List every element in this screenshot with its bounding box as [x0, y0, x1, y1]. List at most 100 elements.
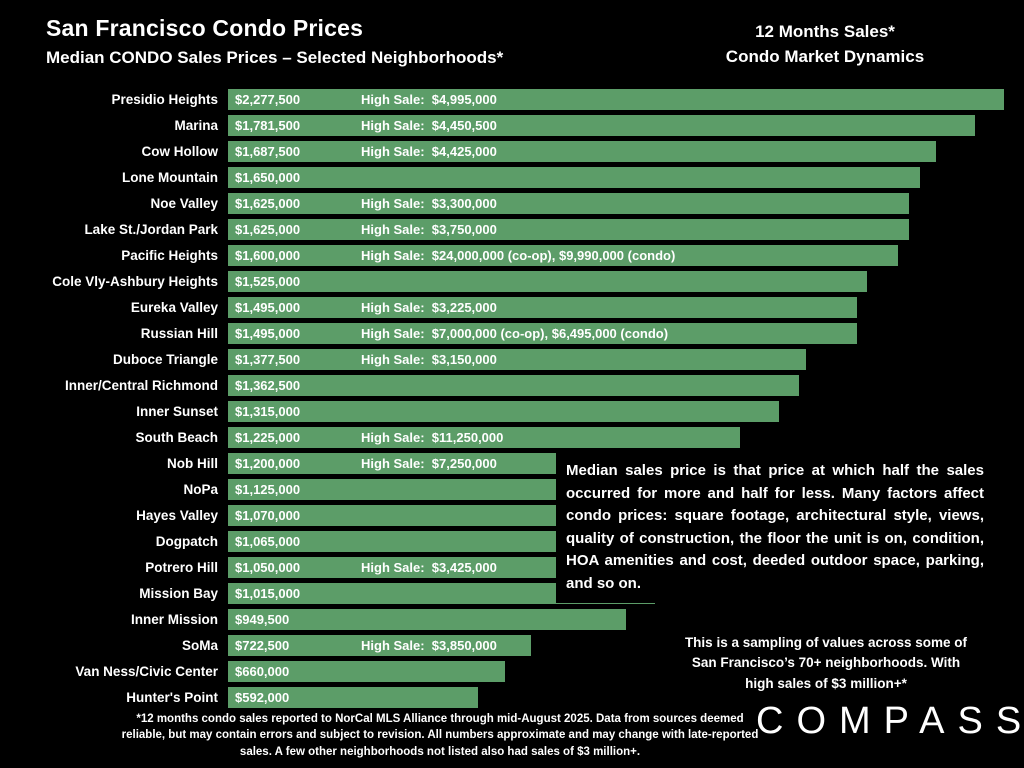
bar-area: $949,500	[228, 608, 1004, 630]
median-price-label: $1,015,000	[235, 585, 301, 601]
median-price-label: $1,687,500	[235, 143, 301, 159]
high-sale-label: High Sale: $4,425,000	[361, 143, 497, 159]
median-price-bar: $1,781,500	[228, 114, 976, 136]
neighborhood-label: Mission Bay	[139, 585, 218, 601]
median-price-bar: $1,687,500	[228, 140, 936, 162]
chart-row: Inner/Central Richmond $1,362,500	[6, 372, 1004, 398]
median-price-label: $1,315,000	[235, 403, 301, 419]
high-sale-label: High Sale: $4,450,500	[361, 117, 497, 133]
median-price-label: $1,050,000	[235, 559, 301, 575]
high-sale-label: High Sale: $3,150,000	[361, 351, 497, 367]
neighborhood-label: Van Ness/Civic Center	[75, 663, 218, 679]
chart-row: Russian Hill $1,495,000 High Sale: $7,000,…	[6, 320, 1004, 346]
median-price-label: $1,377,500	[235, 351, 301, 367]
median-price-bar: $722,500	[228, 634, 532, 656]
neighborhood-label: Cow Hollow	[141, 143, 219, 159]
median-price-label: $1,525,000	[235, 273, 301, 289]
chart-row: Eureka Valley $1,495,000 High Sale: $3,225…	[6, 294, 1004, 320]
neighborhood-label: Lake St./Jordan Park	[84, 221, 218, 237]
bar-area: $660,000	[228, 660, 1004, 682]
bar-area: $1,495,000 High Sale: $3,225,000	[228, 296, 1004, 318]
neighborhood-label: Dogpatch	[155, 533, 218, 549]
median-price-label: $1,625,000	[235, 195, 301, 211]
neighborhood-label: NoPa	[183, 481, 218, 497]
chart-row: Hunter's Point $592,000	[6, 684, 1004, 710]
chart-row: Marina $1,781,500 High Sale: $4,450,500	[6, 112, 1004, 138]
high-sale-label: High Sale: $3,300,000	[361, 195, 497, 211]
median-price-bar: $1,625,000	[228, 192, 910, 214]
right-header: 12 Months Sales* Condo Market Dynamics	[690, 20, 960, 69]
median-price-bar: $1,495,000	[228, 296, 857, 318]
page-title: San Francisco Condo Prices	[46, 15, 364, 41]
median-price-bar: $1,015,000	[228, 582, 655, 604]
right-header-line1: 12 Months Sales*	[755, 22, 895, 41]
neighborhood-label: Russian Hill	[140, 325, 218, 341]
median-price-label: $1,362,500	[235, 377, 301, 393]
neighborhood-label: Presidio Heights	[111, 91, 218, 107]
median-price-label: $1,065,000	[235, 533, 301, 549]
bar-area: $1,495,000 High Sale: $7,000,000 (co-op),…	[228, 322, 1004, 344]
neighborhood-label: Hunter's Point	[126, 689, 218, 705]
high-sale-label: High Sale: $3,850,000	[361, 637, 497, 653]
condo-price-bar-chart: Presidio Heights $2,277,500 High Sale: $4,…	[6, 86, 1004, 710]
chart-row: Pacific Heights $1,600,000 High Sale: $24,…	[6, 242, 1004, 268]
neighborhood-label: Inner Mission	[130, 611, 218, 627]
chart-row: Noe Valley $1,625,000 High Sale: $3,300,00…	[6, 190, 1004, 216]
high-sale-label: High Sale: $3,225,000	[361, 299, 497, 315]
neighborhood-label: Potrero Hill	[145, 559, 218, 575]
bar-area: $1,781,500 High Sale: $4,450,500	[228, 114, 1004, 136]
high-sale-label: High Sale: $4,995,000	[361, 91, 497, 107]
median-price-label: $1,225,000	[235, 429, 301, 445]
chart-row: South Beach $1,225,000 High Sale: $11,250,…	[6, 424, 1004, 450]
neighborhood-label: Eureka Valley	[130, 299, 218, 315]
median-price-label: $660,000	[235, 663, 290, 679]
median-price-bar: $592,000	[228, 686, 478, 708]
bar-area: $592,000	[228, 686, 1004, 708]
neighborhood-label: South Beach	[135, 429, 218, 445]
median-price-bar: $1,650,000	[228, 166, 921, 188]
median-price-label: $592,000	[235, 689, 290, 705]
bar-area: $1,650,000	[228, 166, 1004, 188]
neighborhood-label: Inner/Central Richmond	[64, 377, 218, 393]
bar-area: $1,225,000 High Sale: $11,250,000	[228, 426, 1004, 448]
median-price-bar: $1,495,000	[228, 322, 857, 344]
median-price-bar: $1,625,000	[228, 218, 910, 240]
median-price-bar: $1,315,000	[228, 400, 779, 422]
bar-area: $1,625,000 High Sale: $3,300,000	[228, 192, 1004, 214]
chart-row: Cow Hollow $1,687,500 High Sale: $4,425,00…	[6, 138, 1004, 164]
bar-area: $1,377,500 High Sale: $3,150,000	[228, 348, 1004, 370]
neighborhood-label: Nob Hill	[167, 455, 218, 471]
chart-row: Cole Vly-Ashbury Heights $1,525,000	[6, 268, 1004, 294]
bar-area: $2,277,500 High Sale: $4,995,000	[228, 88, 1004, 110]
bar-area: $1,687,500 High Sale: $4,425,000	[228, 140, 1004, 162]
chart-row: Inner Sunset $1,315,000	[6, 398, 1004, 424]
median-price-bar: $1,600,000	[228, 244, 898, 266]
median-price-info-box: Median sales price is that price at whic…	[556, 452, 994, 603]
chart-row: Mission Bay $1,015,000	[6, 580, 1004, 606]
chart-row: Inner Mission $949,500	[6, 606, 1004, 632]
bar-area: $1,315,000	[228, 400, 1004, 422]
neighborhood-label: SoMa	[181, 637, 218, 653]
median-price-bar: $1,362,500	[228, 374, 800, 396]
median-price-label: $1,070,000	[235, 507, 301, 523]
footnote: *12 months condo sales reported to NorCa…	[121, 713, 759, 758]
neighborhood-label: Pacific Heights	[121, 247, 218, 263]
neighborhood-label: Inner Sunset	[136, 403, 218, 419]
median-price-label: $1,495,000	[235, 299, 301, 315]
median-price-label: $1,600,000	[235, 247, 301, 263]
chart-row: Lake St./Jordan Park $1,625,000 High Sale:…	[6, 216, 1004, 242]
median-price-bar: $660,000	[228, 660, 506, 682]
chart-row: Duboce Triangle $1,377,500 High Sale: $3,1…	[6, 346, 1004, 372]
high-sale-label: High Sale: $7,000,000 (co-op), $6,495,00…	[361, 325, 669, 341]
median-price-label: $1,495,000	[235, 325, 301, 341]
high-sale-label: High Sale: $11,250,000	[361, 429, 504, 445]
median-price-bar: $1,225,000	[228, 426, 741, 448]
median-price-label: $722,500	[235, 637, 290, 653]
median-price-label: $1,650,000	[235, 169, 301, 185]
median-price-label: $1,625,000	[235, 221, 301, 237]
median-price-bar: $2,277,500	[228, 88, 1004, 110]
neighborhood-label: Noe Valley	[150, 195, 218, 211]
high-sale-label: High Sale: $7,250,000	[361, 455, 497, 471]
bar-area: $1,015,000	[228, 582, 1004, 604]
neighborhood-label: Cole Vly-Ashbury Heights	[52, 273, 218, 289]
